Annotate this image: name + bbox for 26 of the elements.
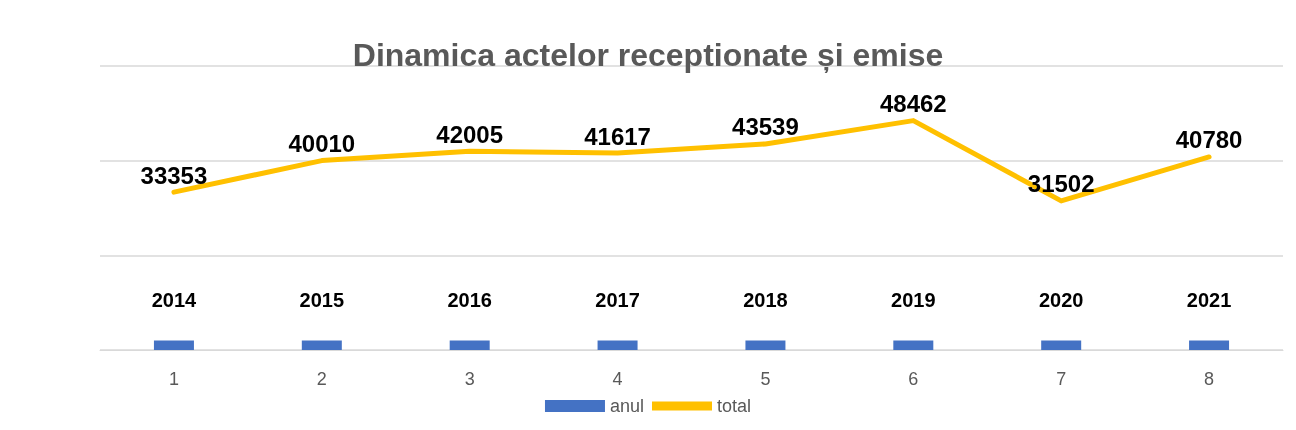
data-label: 2015	[299, 289, 345, 312]
data-label: 2014	[151, 289, 198, 312]
x-tick-label: 6	[908, 369, 919, 389]
data-label: 48462	[879, 90, 947, 118]
data-label: 43539	[732, 113, 799, 141]
x-tick-label: 8	[1204, 369, 1215, 389]
data-label: 2016	[447, 289, 492, 312]
data-label: 2018	[743, 289, 788, 312]
legend-label: anul	[609, 396, 644, 416]
data-label: 40780	[1175, 126, 1243, 154]
chart-title: Dinamica actelor receptionate și emise	[352, 37, 944, 73]
data-label: 2017	[595, 289, 640, 312]
data-label: 2019	[891, 289, 936, 312]
data-label: 33353	[140, 161, 208, 189]
x-tick-label: 4	[612, 369, 623, 389]
x-tick-label: 7	[1056, 369, 1067, 389]
data-label: 41617	[584, 122, 651, 150]
x-tick-label: 1	[168, 369, 179, 389]
data-label: 2020	[1038, 289, 1084, 312]
x-tick-label: 5	[760, 369, 771, 389]
x-tick-label: 3	[464, 369, 475, 389]
x-tick-label: 2	[316, 369, 327, 389]
legend-label: total	[717, 396, 752, 416]
data-label: 42005	[436, 120, 504, 148]
data-label: 2021	[1186, 289, 1232, 312]
data-label: 40010	[288, 130, 356, 158]
